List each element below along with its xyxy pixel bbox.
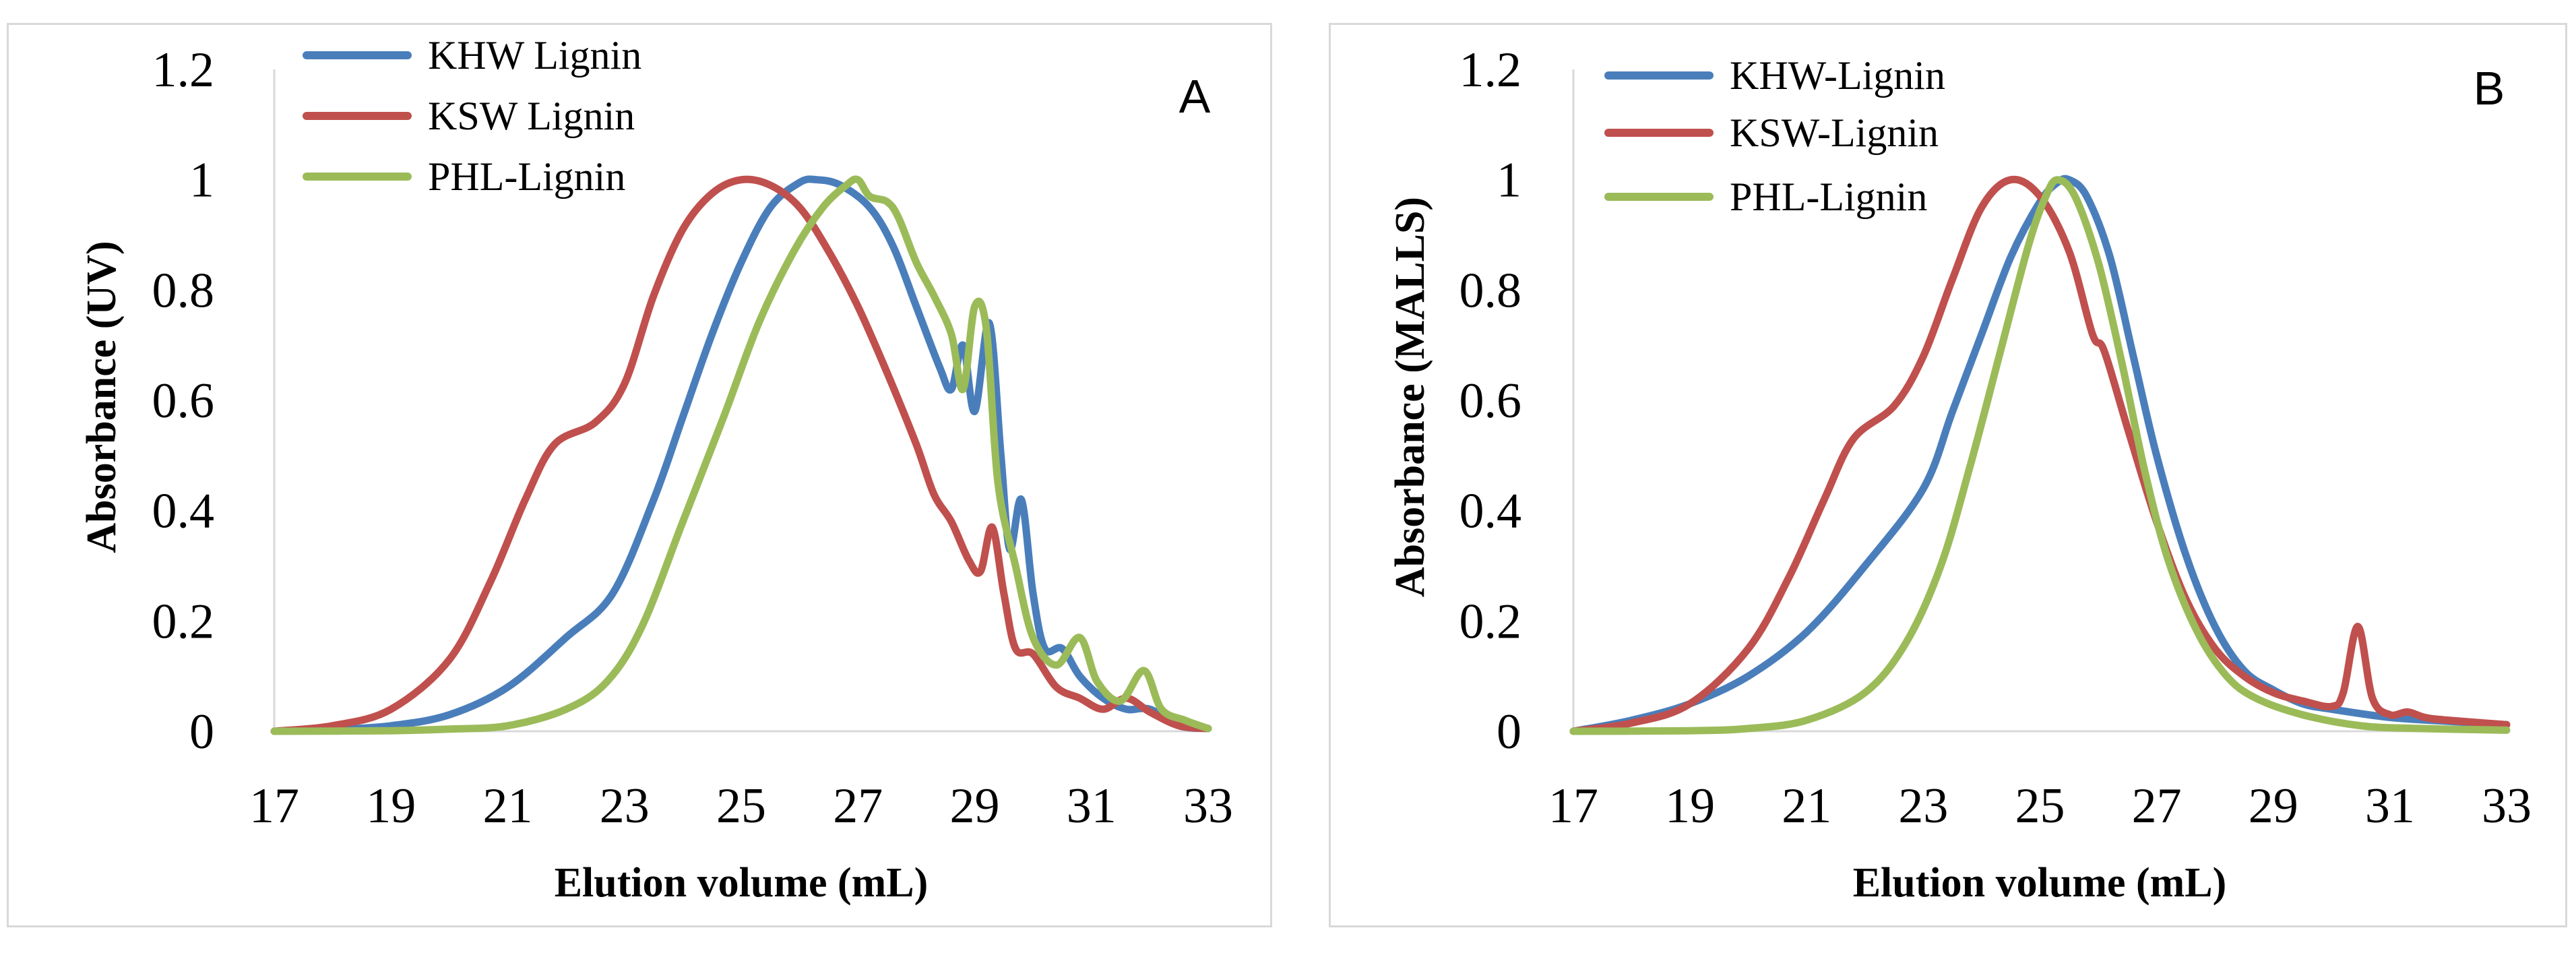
chart-b-x-tick-label: 19 — [1665, 778, 1715, 834]
chart-a-panel-label: A — [1179, 70, 1211, 123]
chart-b-y-tick-label: 0.4 — [1459, 484, 1522, 539]
chart-a-y-tick-label: 0.8 — [152, 263, 215, 318]
chart-b-y-tick-label: 0.6 — [1459, 373, 1522, 429]
chart-b-y-tick-label: 0.2 — [1459, 594, 1522, 649]
chart-b-svg: 0 0.2 0.4 0.6 0.8 1 1.2 17 19 21 23 25 27 29 31 33 Eluti… — [1387, 42, 2532, 906]
chart-b-x-tick-label: 25 — [2015, 778, 2065, 834]
chart-b-x-tick-label: 21 — [1782, 778, 1831, 834]
chart-a-x-tick-label: 23 — [600, 778, 650, 834]
chart-b-legend-label: KHW-Lignin — [1730, 53, 1945, 98]
chart-a-legend-label: KHW Lignin — [428, 33, 641, 78]
chart-b-y-tick-label: 1.2 — [1459, 42, 1522, 98]
chart-a-y-tick-label: 1 — [189, 153, 214, 208]
chart-b-series-line-ksw-lignin — [1569, 175, 2511, 735]
chart-b-legend-label: KSW-Lignin — [1730, 111, 1939, 155]
chart-a-x-tick-label: 29 — [950, 778, 1000, 834]
chart-a-svg: 0 0.2 0.4 0.6 0.8 1 1.2 17 19 21 23 25 27 29 31 33 Eluti… — [79, 33, 1233, 906]
chart-b-y-axis-title: Absorbance (MALLS) — [1387, 197, 1433, 597]
chart-a-y-tick-label: 1.2 — [152, 42, 215, 98]
chart-a-x-tick-label: 25 — [716, 778, 766, 834]
chart-a-series-line-phl-lignin — [270, 175, 1212, 735]
chart-panel-b: 0 0.2 0.4 0.6 0.8 1 1.2 17 19 21 23 25 27 29 31 33 Eluti… — [1329, 23, 2567, 927]
chart-a-x-tick-label: 33 — [1183, 778, 1233, 834]
chart-b-y-tick-label: 1 — [1497, 153, 1521, 208]
chart-panel-a: 0 0.2 0.4 0.6 0.8 1 1.2 17 19 21 23 25 27 29 31 33 Eluti… — [7, 23, 1272, 927]
chart-b-y-tick-label: 0.8 — [1459, 263, 1522, 318]
chart-a-y-tick-label: 0.4 — [152, 484, 215, 539]
chart-a-legend-label: KSW Lignin — [428, 94, 635, 138]
chart-a-series-line-khw-lignin — [270, 175, 1212, 735]
chart-a-x-tick-label: 19 — [366, 778, 416, 834]
chart-b-series-line-phl-lignin — [1569, 176, 2511, 735]
chart-b-x-tick-label: 31 — [2365, 778, 2415, 834]
chart-b-x-tick-label: 33 — [2482, 778, 2532, 834]
chart-b-x-axis-title: Elution volume (mL) — [1853, 860, 2227, 906]
chart-a-legend-label: PHL-Lignin — [428, 154, 625, 199]
chart-b-y-tick-label: 0 — [1497, 704, 1521, 760]
chart-a-x-tick-label: 31 — [1067, 778, 1117, 834]
chart-a-x-tick-label: 27 — [833, 778, 883, 834]
chart-b-x-tick-label: 29 — [2249, 778, 2298, 834]
chart-a-y-tick-label: 0 — [189, 704, 214, 760]
chart-a-y-tick-label: 0.6 — [152, 373, 215, 429]
chart-a-x-axis-title: Elution volume (mL) — [555, 860, 929, 906]
chart-b-panel-label: B — [2474, 62, 2505, 115]
chart-b-x-tick-label: 17 — [1548, 778, 1598, 834]
chart-a-y-tick-label: 0.2 — [152, 594, 215, 649]
chart-a-series-line-ksw-lignin — [270, 175, 1212, 735]
chart-b-x-tick-label: 27 — [2132, 778, 2182, 834]
chart-a-y-axis-title: Absorbance (UV) — [79, 241, 125, 553]
chart-b-x-tick-label: 23 — [1898, 778, 1948, 834]
chart-a-x-tick-label: 21 — [483, 778, 533, 834]
chart-a-x-tick-label: 17 — [249, 778, 299, 834]
chart-b-legend-label: PHL-Lignin — [1730, 175, 1927, 219]
